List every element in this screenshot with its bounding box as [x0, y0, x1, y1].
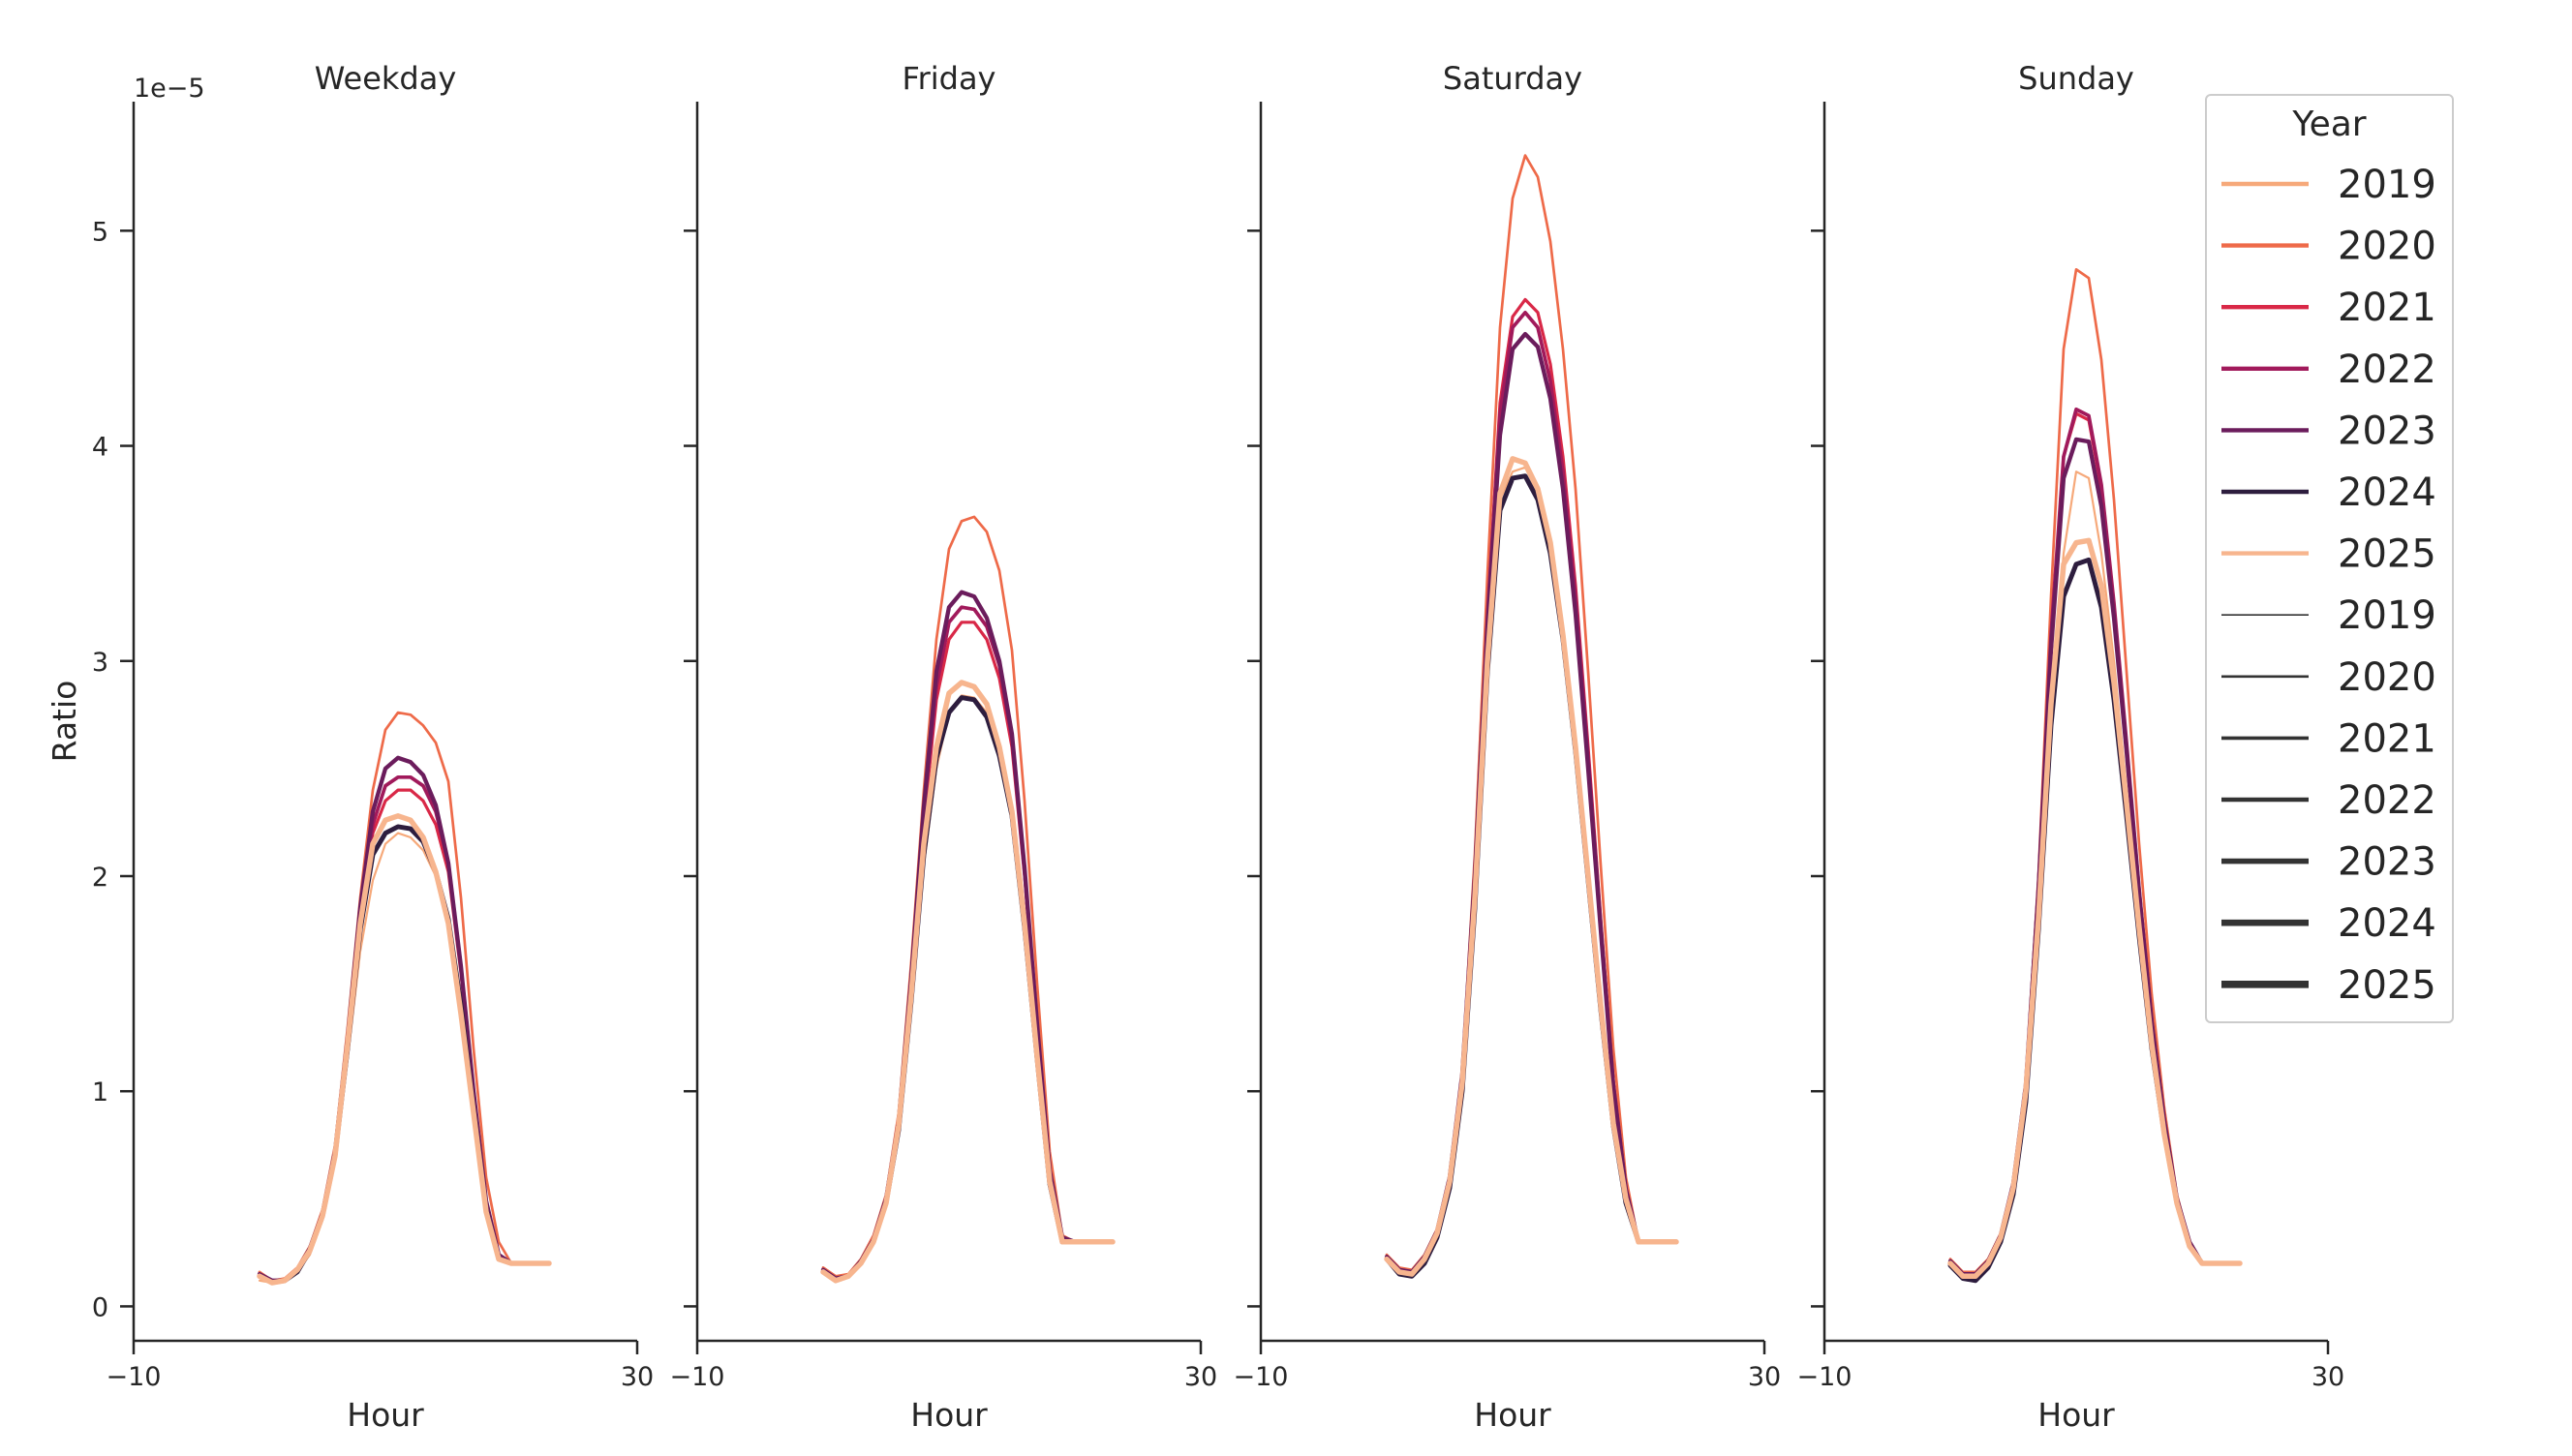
panel-weekday: Weekday 0 1 2 3 4 5 −10 30 Hour 1e−5 Ratio	[46, 60, 654, 1434]
panels: Weekday 0 1 2 3 4 5 −10 30 Hour 1e−5 Ratio Friday −10…	[46, 60, 2344, 1434]
panel-saturday: Saturday −10 30 Hour	[1234, 60, 1782, 1434]
x-tick-label: −10	[1797, 1362, 1852, 1392]
x-tick-label: 30	[1748, 1362, 1781, 1392]
y-tick-label: 1	[92, 1077, 108, 1107]
legend-label: 2020	[2338, 225, 2436, 269]
panel-title: Sunday	[2018, 60, 2134, 97]
series-line-2025	[257, 813, 552, 1286]
legend-label: 2024	[2338, 470, 2436, 515]
legend-label: 2021	[2338, 286, 2436, 330]
panel-sunday: Sunday −10 30 Hour	[1797, 60, 2345, 1434]
legend-label: 2020	[2338, 655, 2436, 700]
y-tick-label: 0	[92, 1292, 108, 1322]
x-tick-label: 30	[621, 1362, 654, 1392]
x-axis-label: Hour	[2037, 1396, 2115, 1434]
x-tick-label: −10	[1234, 1362, 1289, 1392]
x-tick-label: −10	[107, 1362, 162, 1392]
y-tick-label: 3	[92, 648, 108, 678]
legend: Year 2019 2020 2021 2022 2023 2024 2025 2019 2020…	[2205, 94, 2454, 1023]
legend-label: 2025	[2338, 963, 2436, 1008]
panel-title: Weekday	[315, 60, 457, 97]
legend-label: 2021	[2338, 716, 2436, 761]
y-tick-label: 2	[92, 863, 108, 893]
y-axis-label: Ratio	[46, 681, 83, 763]
series-line-2025	[820, 680, 1116, 1284]
series-line-2025	[1384, 456, 1679, 1277]
x-tick-label: 30	[2312, 1362, 2344, 1392]
panel-title: Friday	[903, 60, 996, 97]
x-tick-label: −10	[670, 1362, 725, 1392]
x-axis-label: Hour	[910, 1396, 988, 1434]
legend-label: 2025	[2338, 532, 2436, 577]
legend-label: 2023	[2338, 409, 2436, 453]
legend-label: 2023	[2338, 840, 2436, 885]
x-tick-label: 30	[1184, 1362, 1217, 1392]
legend-title: Year	[2291, 105, 2366, 144]
panel-friday: Friday −10 30 Hour	[670, 60, 1218, 1434]
legend-label: 2022	[2338, 778, 2436, 823]
legend-frame	[2205, 94, 2454, 1023]
panel-title: Saturday	[1443, 60, 1582, 97]
legend-label: 2019	[2338, 593, 2436, 638]
legend-label: 2024	[2338, 901, 2436, 946]
legend-label: 2022	[2338, 348, 2436, 392]
series-line-2025	[1947, 537, 2243, 1280]
x-axis-label: Hour	[347, 1396, 424, 1434]
legend-label: 2019	[2338, 163, 2436, 207]
y-tick-label: 4	[92, 433, 108, 463]
y-offset-label: 1e−5	[134, 74, 205, 104]
x-axis-label: Hour	[1474, 1396, 1551, 1434]
y-tick-label: 5	[92, 217, 108, 247]
